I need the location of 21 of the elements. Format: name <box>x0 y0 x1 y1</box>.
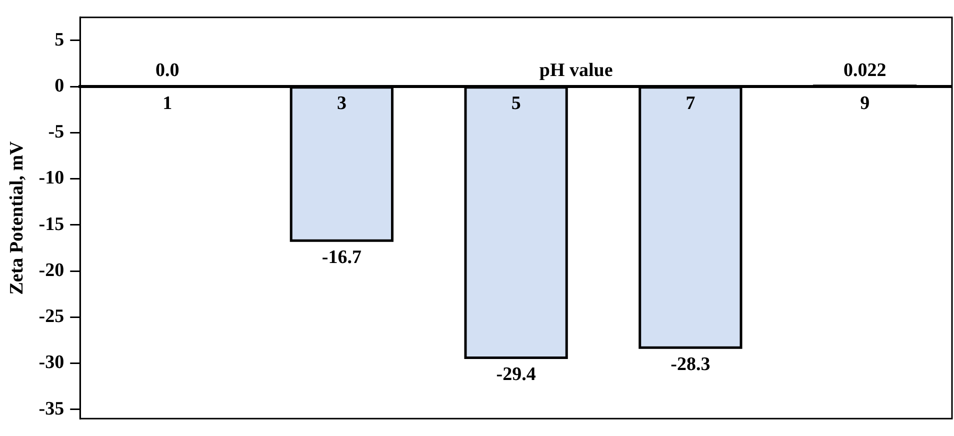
y-tick-label: -10 <box>38 168 64 189</box>
y-tick-label: -15 <box>38 214 64 235</box>
x-axis-title: pH value <box>539 60 613 81</box>
y-tick-label: 5 <box>54 29 64 50</box>
data-label: 0.0 <box>155 60 180 81</box>
x-tick-label: 5 <box>511 92 521 114</box>
y-tick-label: -30 <box>38 352 64 374</box>
y-tick-label: -20 <box>38 260 64 281</box>
x-tick-label: 9 <box>860 92 870 114</box>
x-tick-label: 3 <box>336 92 346 114</box>
data-label: -16.7 <box>322 247 362 268</box>
x-tick-label: 1 <box>162 92 172 114</box>
y-axis-title: Zeta Potential, mV <box>6 140 28 295</box>
data-label: -29.4 <box>496 364 536 386</box>
data-label: -28.3 <box>670 354 710 375</box>
data-label: 0.022 <box>843 60 886 81</box>
y-tick-label: -5 <box>48 122 64 143</box>
y-tick-label: -35 <box>38 398 64 420</box>
y-tick-label: 0 <box>54 75 64 96</box>
y-tick-label: -25 <box>38 306 64 328</box>
x-tick-label: 7 <box>686 92 696 114</box>
